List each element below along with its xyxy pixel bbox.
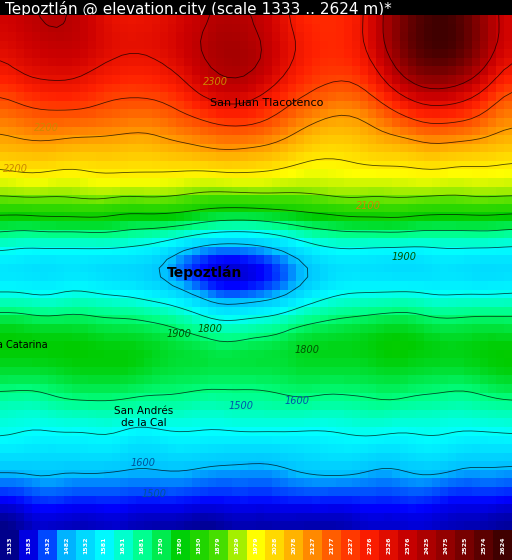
Text: 1730: 1730 — [159, 536, 164, 554]
Bar — [323, 530, 342, 560]
Bar — [227, 530, 246, 560]
Text: Tepoztlán: Tepoztlán — [167, 265, 243, 280]
Text: 1800: 1800 — [295, 345, 319, 354]
Text: 2028: 2028 — [272, 536, 278, 554]
Bar — [285, 530, 304, 560]
Bar — [95, 530, 114, 560]
Text: 2078: 2078 — [291, 536, 296, 554]
Text: 2100: 2100 — [356, 200, 381, 211]
Text: San Andrés
de la Cal: San Andrés de la Cal — [114, 406, 173, 427]
Bar — [493, 530, 512, 560]
Bar — [76, 530, 95, 560]
Bar — [360, 530, 379, 560]
Text: 1532: 1532 — [83, 536, 88, 554]
Bar — [436, 530, 455, 560]
Bar — [152, 530, 170, 560]
Bar — [246, 530, 266, 560]
Bar — [19, 530, 38, 560]
Text: ta Catarina: ta Catarina — [0, 339, 48, 349]
Text: 2276: 2276 — [367, 536, 372, 554]
Text: Tepoztlán @ elevation.city (scale 1333 .. 2624 m)*: Tepoztlán @ elevation.city (scale 1333 .… — [5, 1, 392, 17]
Bar — [189, 530, 208, 560]
Bar — [474, 530, 493, 560]
Text: 2525: 2525 — [462, 536, 467, 554]
Text: 2475: 2475 — [443, 536, 448, 554]
Text: 1500: 1500 — [228, 402, 253, 412]
Text: 1780: 1780 — [178, 536, 183, 554]
Text: 1333: 1333 — [7, 536, 12, 554]
Text: 1482: 1482 — [64, 536, 69, 554]
Bar — [57, 530, 76, 560]
Bar — [208, 530, 227, 560]
Text: 2624: 2624 — [500, 536, 505, 554]
Bar — [379, 530, 398, 560]
Bar — [38, 530, 57, 560]
Text: 1432: 1432 — [45, 536, 50, 554]
Text: 2326: 2326 — [386, 536, 391, 554]
Bar — [170, 530, 189, 560]
Bar — [455, 530, 474, 560]
Bar — [417, 530, 436, 560]
Bar — [398, 530, 417, 560]
Text: 2177: 2177 — [329, 536, 334, 554]
Text: 1581: 1581 — [102, 536, 107, 554]
Text: 1681: 1681 — [140, 536, 145, 554]
Text: 2376: 2376 — [405, 536, 410, 554]
Text: San Juan Tlacotenco: San Juan Tlacotenco — [209, 97, 323, 108]
Bar — [266, 530, 285, 560]
Text: 2200: 2200 — [3, 165, 28, 175]
Bar — [304, 530, 323, 560]
Text: 2127: 2127 — [310, 536, 315, 554]
Text: 1383: 1383 — [26, 536, 31, 554]
Text: 1800: 1800 — [198, 324, 222, 334]
Text: 1900: 1900 — [392, 252, 417, 262]
Bar — [342, 530, 360, 560]
Bar — [114, 530, 133, 560]
Text: 1500: 1500 — [141, 489, 166, 499]
Text: 1979: 1979 — [253, 536, 259, 554]
Text: 1600: 1600 — [285, 396, 309, 406]
Text: 2425: 2425 — [424, 536, 429, 554]
Text: 1900: 1900 — [167, 329, 191, 339]
Text: 1600: 1600 — [131, 458, 156, 468]
Text: 1879: 1879 — [216, 536, 221, 554]
Text: 2200: 2200 — [34, 123, 58, 133]
Bar — [133, 530, 152, 560]
Text: 2574: 2574 — [481, 536, 486, 554]
Text: 2227: 2227 — [348, 536, 353, 554]
Text: 1929: 1929 — [234, 536, 240, 554]
Text: 1631: 1631 — [121, 536, 126, 554]
Bar — [0, 530, 19, 560]
Text: 2300: 2300 — [203, 77, 227, 87]
Text: 1830: 1830 — [197, 536, 202, 554]
